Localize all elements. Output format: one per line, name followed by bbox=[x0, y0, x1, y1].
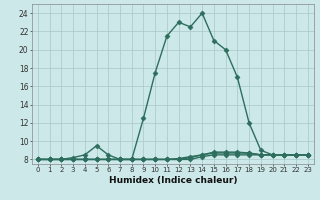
X-axis label: Humidex (Indice chaleur): Humidex (Indice chaleur) bbox=[108, 176, 237, 185]
